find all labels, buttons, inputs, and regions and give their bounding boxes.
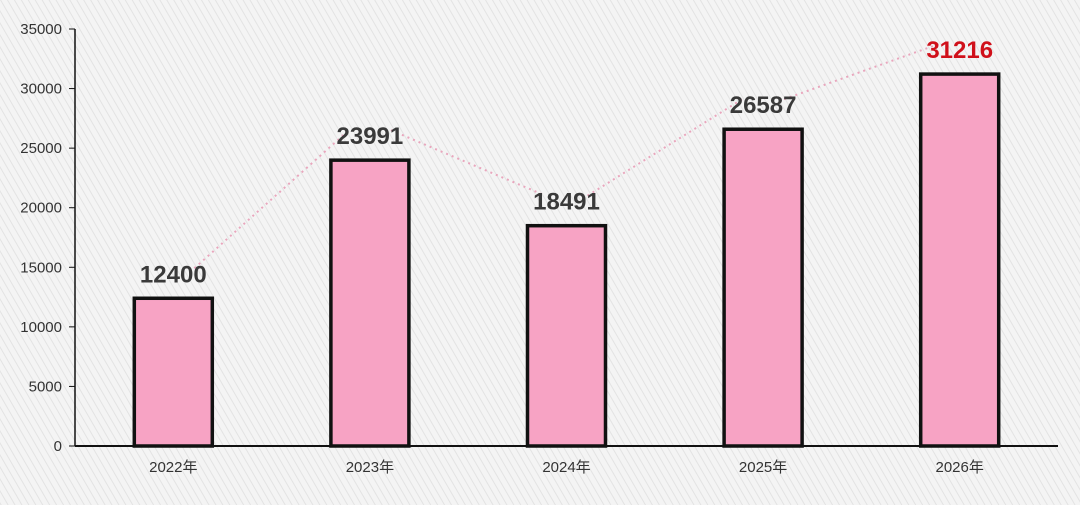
data-label-2026年: 31216 [926,37,993,64]
x-axis: 2022年 2023年 2024年 2025年 2026年 [75,445,1058,476]
y-tick-label: 5000 [29,378,62,395]
data-label-2023年: 23991 [337,123,404,150]
data-labels-layer: 12400 23991 18491 26587 31216 [140,37,993,288]
y-axis: 0 5000 10000 15000 20000 25000 30000 35000 [20,21,76,455]
x-tick-label: 2023年 [346,459,394,476]
y-tick-label: 30000 [20,81,62,98]
data-label-2024年: 18491 [533,189,600,216]
bar-2026年 [918,72,1001,448]
y-tick-label: 10000 [20,319,62,336]
data-label-2025年: 26587 [730,92,797,119]
bar-2025年 [722,127,804,448]
bar-2023年 [329,158,411,448]
bar-2022年 [132,296,215,448]
x-tick-label: 2026年 [936,459,984,476]
data-label-2022年: 12400 [140,261,207,288]
trendline-segment [586,98,743,197]
trendline-segment [193,129,350,270]
x-tick-label: 2022年 [149,459,197,476]
trendline-segment [390,129,546,197]
y-tick-label: 35000 [20,21,62,38]
bars-layer [132,72,1001,448]
trendline-layer [193,43,940,270]
y-tick-label: 20000 [20,200,62,217]
y-tick-label: 0 [54,438,62,455]
x-tick-label: 2025年 [739,459,787,476]
y-tick-label: 15000 [20,259,62,276]
x-tick-label: 2024年 [542,459,590,476]
bar-2024年 [525,223,608,448]
y-tick-label: 25000 [20,140,62,157]
